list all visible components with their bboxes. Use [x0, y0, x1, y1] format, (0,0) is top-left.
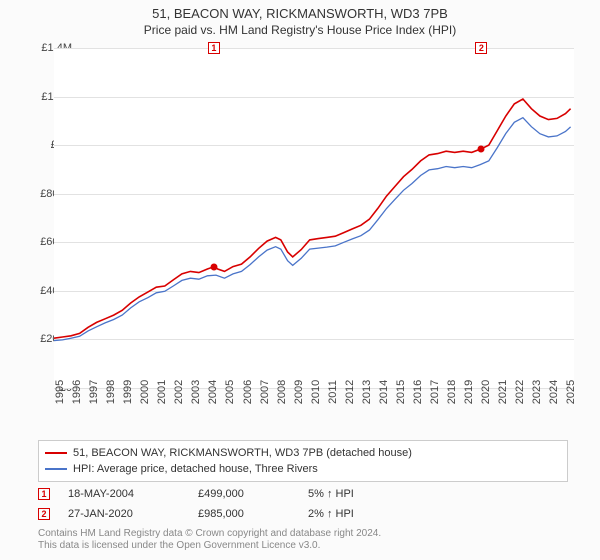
legend-row: 51, BEACON WAY, RICKMANSWORTH, WD3 7PB (… [45, 445, 561, 461]
legend-swatch [45, 468, 67, 470]
x-axis-label: 2017 [429, 380, 441, 404]
x-axis-label: 1998 [105, 380, 117, 404]
x-axis-label: 2000 [139, 380, 151, 404]
x-axis-label: 2004 [207, 380, 219, 404]
series-line-property [54, 99, 571, 338]
x-axis-label: 2014 [378, 380, 390, 404]
legend-row: HPI: Average price, detached house, Thre… [45, 461, 561, 477]
sale-index-box: 1 [38, 488, 50, 500]
x-axis-label: 2013 [361, 380, 373, 404]
sale-point-dot [478, 145, 485, 152]
x-axis-label: 2025 [565, 380, 577, 404]
x-axis-label: 2019 [463, 380, 475, 404]
legend-label: 51, BEACON WAY, RICKMANSWORTH, WD3 7PB (… [73, 447, 412, 459]
chart-subtitle: Price paid vs. HM Land Registry's House … [0, 23, 600, 37]
x-axis-label: 2022 [514, 380, 526, 404]
x-axis-label: 2011 [327, 380, 339, 404]
legend-swatch [45, 452, 67, 454]
x-axis-label: 2021 [497, 380, 509, 404]
x-axis-label: 2016 [412, 380, 424, 404]
footer-line-1: Contains HM Land Registry data © Crown c… [38, 528, 568, 540]
x-axis-label: 2001 [156, 380, 168, 404]
x-axis-label: 2009 [293, 380, 305, 404]
sale-date: 18-MAY-2004 [68, 488, 188, 500]
sales-table-row: 1 18-MAY-2004 £499,000 5% ↑ HPI [38, 484, 568, 504]
attribution-footer: Contains HM Land Registry data © Crown c… [38, 528, 568, 552]
sales-table: 1 18-MAY-2004 £499,000 5% ↑ HPI 2 27-JAN-2020… [38, 484, 568, 524]
x-axis-label: 1995 [54, 380, 66, 404]
x-axis-label: 1999 [122, 380, 134, 404]
sale-point-dot [210, 263, 217, 270]
x-axis-label: 2003 [190, 380, 202, 404]
sale-marker: 1 [208, 42, 220, 54]
series-line-hpi [54, 118, 571, 341]
sales-table-row: 2 27-JAN-2020 £985,000 2% ↑ HPI [38, 504, 568, 524]
legend: 51, BEACON WAY, RICKMANSWORTH, WD3 7PB (… [38, 440, 568, 482]
x-axis-label: 2010 [310, 380, 322, 404]
plot-area: 12 [54, 48, 574, 388]
chart-container: 51, BEACON WAY, RICKMANSWORTH, WD3 7PB P… [0, 0, 600, 560]
x-axis-label: 2007 [259, 380, 271, 404]
x-axis-label: 2002 [173, 380, 185, 404]
sale-price: £985,000 [198, 508, 298, 520]
footer-line-2: This data is licensed under the Open Gov… [38, 540, 568, 552]
x-axis-label: 2005 [224, 380, 236, 404]
sale-date: 27-JAN-2020 [68, 508, 188, 520]
x-axis-label: 2023 [531, 380, 543, 404]
sale-price: £499,000 [198, 488, 298, 500]
x-axis-label: 2008 [276, 380, 288, 404]
sale-hpi-delta: 2% ↑ HPI [308, 508, 408, 520]
x-axis-label: 1997 [88, 380, 100, 404]
line-chart-svg [54, 48, 574, 388]
x-axis-label: 2018 [446, 380, 458, 404]
x-axis-label: 2012 [344, 380, 356, 404]
sale-index-box: 2 [38, 508, 50, 520]
chart-titles: 51, BEACON WAY, RICKMANSWORTH, WD3 7PB P… [0, 0, 600, 37]
sale-hpi-delta: 5% ↑ HPI [308, 488, 408, 500]
sale-marker: 2 [475, 42, 487, 54]
chart-title: 51, BEACON WAY, RICKMANSWORTH, WD3 7PB [0, 6, 600, 21]
x-axis-label: 2020 [480, 380, 492, 404]
x-axis-label: 1996 [71, 380, 83, 404]
x-axis-label: 2024 [548, 380, 560, 404]
x-axis-label: 2015 [395, 380, 407, 404]
x-axis-label: 2006 [242, 380, 254, 404]
legend-label: HPI: Average price, detached house, Thre… [73, 463, 318, 475]
